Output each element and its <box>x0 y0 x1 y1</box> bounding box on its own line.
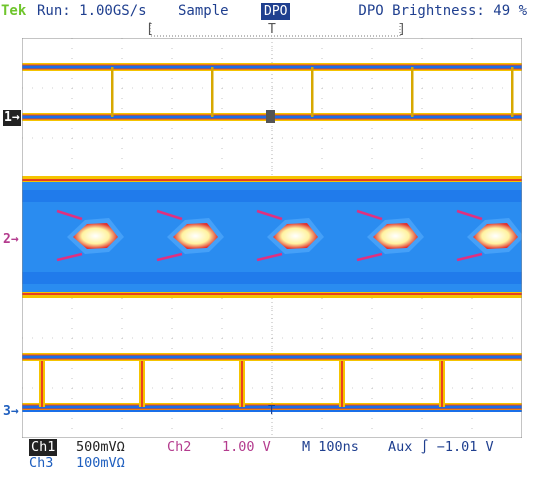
ch2-ground-marker[interactable]: 2→ <box>3 232 19 247</box>
brand-logo: Tek <box>1 3 27 19</box>
ch3-edge <box>41 361 43 407</box>
ch1-ground-marker[interactable]: 1→ <box>3 110 21 126</box>
ch3-edge <box>341 361 343 407</box>
run-status: Run: 1.00GS/s <box>37 3 147 19</box>
ch2-eye-opening <box>173 223 218 249</box>
ch3-ground-marker[interactable]: 3→ <box>3 404 19 419</box>
record-bracket <box>149 22 401 37</box>
ch1-edge <box>411 67 414 117</box>
ch2-top-red <box>22 179 522 181</box>
ch2-crossing-upper <box>356 209 383 221</box>
ch2-crossing-lower <box>156 252 183 262</box>
ch2-crossing-upper <box>456 209 483 221</box>
ch2-crossing-lower <box>456 252 483 262</box>
trigger-readout: Aux ∫ −1.01 V <box>388 439 494 455</box>
display-mode-badge: DPO <box>261 3 291 20</box>
acquisition-mode: Sample <box>178 3 229 19</box>
ch3-high-blue <box>22 355 522 359</box>
dpo-brightness: DPO Brightness: 49 % <box>358 3 527 19</box>
ch2-crossing-upper <box>256 209 283 221</box>
ch1-high-blue <box>22 65 522 69</box>
ch2-label[interactable]: Ch2 <box>167 439 192 455</box>
ch3-label[interactable]: Ch3 <box>29 455 54 471</box>
timebase-readout: M 100ns <box>302 439 359 455</box>
ch1-trigger-marker <box>266 110 275 123</box>
ch2-crossing-lower <box>256 252 283 262</box>
ch2-eye-opening <box>73 223 118 249</box>
waveform-display: T <box>22 38 522 438</box>
ch2-eye-opening <box>273 223 318 249</box>
ch1-edge <box>311 67 314 117</box>
ch3-edge <box>141 361 143 407</box>
ch2-eye-opening <box>373 223 418 249</box>
record-position-bar: [ ] T <box>146 22 406 37</box>
ch2-crossing-lower <box>356 252 383 262</box>
ch1-scale: 500mVΩ <box>76 439 125 455</box>
ch2-bottom-red <box>22 293 522 295</box>
ch2-eye-opening <box>473 223 518 249</box>
record-left-bracket: [ <box>146 22 154 37</box>
trigger-position-icon: T <box>268 22 276 37</box>
record-right-bracket: ] <box>398 22 406 37</box>
ch3-low-blue <box>22 405 522 409</box>
ch2-scale: 1.00 V <box>222 439 271 455</box>
ch3-waveform: T <box>22 353 522 417</box>
ch2-lower-band <box>22 272 522 284</box>
ch2-crossing-upper <box>156 209 183 221</box>
ch3-edge <box>441 361 443 407</box>
ch2-upper-band <box>22 190 522 202</box>
ch3-scale: 100mVΩ <box>76 455 125 471</box>
ch2-eye-diagram <box>22 176 522 298</box>
ch1-edge <box>511 67 514 117</box>
ch3-edge <box>241 361 243 407</box>
ch1-edge <box>211 67 214 117</box>
ch1-label[interactable]: Ch1 <box>29 439 58 456</box>
ch3-trigger-level-icon: T <box>268 403 275 417</box>
ch2-crossing-lower <box>56 252 83 262</box>
ch1-waveform <box>22 63 522 123</box>
ch1-edge <box>111 67 114 117</box>
ch2-crossing-upper <box>56 209 83 221</box>
